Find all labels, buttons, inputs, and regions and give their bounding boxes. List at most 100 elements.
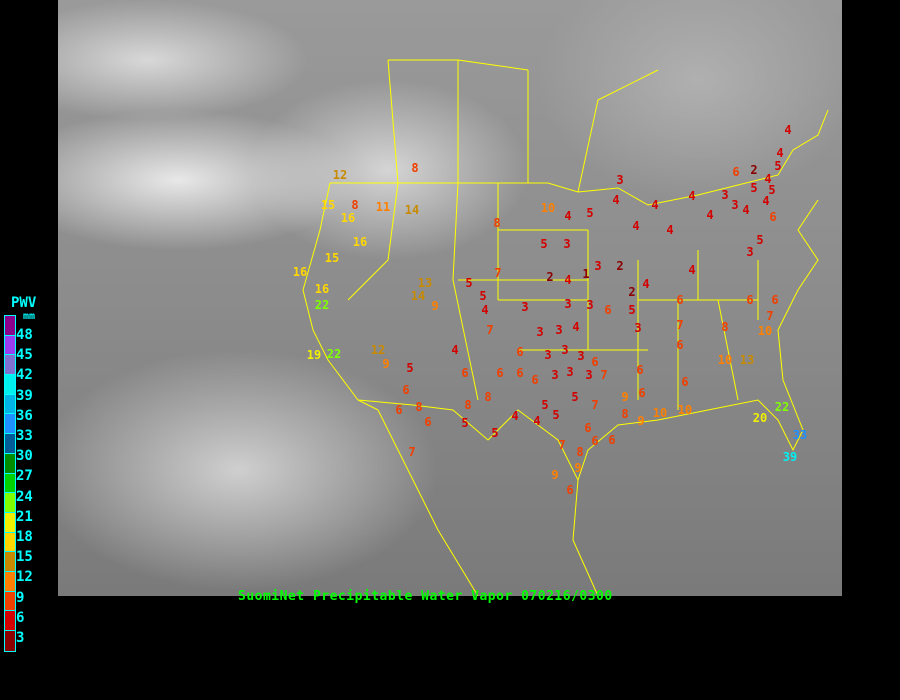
station-pwv-value: 7 — [591, 398, 599, 412]
station-pwv-value: 4 — [451, 343, 459, 357]
station-pwv-value: 4 — [481, 303, 489, 317]
station-pwv-value: 6 — [676, 293, 684, 307]
station-pwv-value: 4 — [642, 277, 650, 291]
station-pwv-value: 4 — [612, 193, 620, 207]
legend-label: 27 — [16, 468, 33, 485]
station-pwv-value: 7 — [558, 438, 566, 452]
station-pwv-value: 3 — [561, 343, 569, 357]
station-pwv-value: 6 — [496, 366, 504, 380]
station-pwv-value: 8 — [464, 398, 472, 412]
station-pwv-value: 7 — [766, 309, 774, 323]
station-pwv-value: 9 — [551, 468, 559, 482]
station-pwv-value: 5 — [541, 398, 549, 412]
legend-bin — [5, 631, 15, 651]
station-pwv-value: 3 — [616, 173, 624, 187]
legend-bin — [5, 394, 15, 415]
legend-bin — [5, 375, 15, 395]
station-pwv-value: 3 — [566, 365, 574, 379]
legend-label: 24 — [16, 488, 33, 505]
station-pwv-value: 1 — [582, 267, 590, 281]
station-pwv-value: 10 — [540, 201, 556, 215]
station-pwv-value: 3 — [585, 368, 593, 382]
station-pwv-value: 5 — [586, 206, 594, 220]
us-canada-border — [330, 109, 829, 206]
station-pwv-value: 10 — [757, 324, 773, 338]
legend-label: 6 — [16, 609, 25, 626]
station-pwv-value: 3 — [564, 297, 572, 311]
canada-provinces — [387, 59, 659, 193]
station-pwv-value: 5 — [479, 289, 487, 303]
station-pwv-value: 3 — [721, 188, 729, 202]
station-pwv-value: 5 — [491, 426, 499, 440]
station-pwv-value: 4 — [564, 209, 572, 223]
station-pwv-value: 2 — [546, 270, 554, 284]
station-pwv-value: 4 — [764, 172, 772, 186]
legend-bin — [5, 571, 15, 592]
station-pwv-value: 6 — [771, 293, 779, 307]
legend-label: 12 — [16, 569, 33, 586]
station-pwv-value: 4 — [632, 219, 640, 233]
legend-bin — [5, 414, 15, 435]
legend-bin — [5, 532, 15, 553]
station-pwv-value: 8 — [351, 198, 359, 212]
station-pwv-value: 4 — [666, 223, 674, 237]
station-pwv-value: 3 — [555, 323, 563, 337]
station-pwv-value: 16 — [314, 282, 330, 296]
station-pwv-value: 6 — [531, 373, 539, 387]
boundaries-overlay — [302, 59, 829, 596]
station-pwv-value: 14 — [404, 203, 420, 217]
station-pwv-value: 8 — [721, 320, 729, 334]
station-pwv-value: 15 — [324, 251, 340, 265]
station-pwv-value: 3 — [563, 237, 571, 251]
station-pwv-value: 7 — [494, 266, 502, 280]
station-pwv-value: 4 — [688, 263, 696, 277]
legend-label: 9 — [16, 589, 25, 606]
state-lines — [347, 182, 759, 410]
station-pwv-value: 5 — [540, 237, 548, 251]
station-pwv-value: 4 — [688, 189, 696, 203]
legend-label: 45 — [16, 347, 33, 364]
legend-bin — [5, 611, 15, 631]
station-pwv-value: 8 — [415, 400, 423, 414]
station-pwv-value: 8 — [576, 445, 584, 459]
station-pwv-value: 4 — [762, 194, 770, 208]
legend-label: 48 — [16, 327, 33, 343]
station-pwv-value: 5 — [461, 416, 469, 430]
station-pwv-value: 6 — [676, 338, 684, 352]
station-pwv-value: 12 — [370, 343, 386, 357]
color-legend — [4, 315, 16, 652]
mexico-coast — [377, 409, 599, 596]
legend-label: 18 — [16, 529, 33, 545]
station-pwv-value: 4 — [572, 320, 580, 334]
mexico-border — [357, 399, 579, 481]
station-pwv-value: 12 — [332, 168, 348, 182]
station-pwv-value: 8 — [411, 161, 419, 175]
station-pwv-value: 4 — [511, 409, 519, 423]
station-pwv-value: 5 — [750, 181, 758, 195]
legend-unit: mm — [23, 311, 36, 322]
station-pwv-value: 5 — [774, 159, 782, 173]
station-pwv-value: 2 — [628, 285, 636, 299]
legend-bin — [5, 434, 15, 454]
station-pwv-value: 5 — [465, 276, 473, 290]
station-pwv-value: 22 — [774, 400, 790, 414]
station-pwv-value: 3 — [536, 325, 544, 339]
station-pwv-value: 6 — [604, 303, 612, 317]
station-pwv-value: 5 — [571, 390, 579, 404]
station-pwv-value: 6 — [566, 483, 574, 497]
station-pwv-value: 6 — [746, 293, 754, 307]
station-pwv-value: 8 — [484, 390, 492, 404]
station-pwv-value: 3 — [577, 349, 585, 363]
legend-label: 3 — [16, 630, 25, 646]
legend-title: PWV — [11, 295, 37, 311]
station-pwv-value: 9 — [621, 390, 629, 404]
station-pwv-value: 3 — [521, 300, 529, 314]
station-pwv-value: 4 — [742, 203, 750, 217]
station-pwv-value: 4 — [776, 146, 784, 160]
station-pwv-value: 6 — [591, 355, 599, 369]
station-pwv-value: 6 — [608, 433, 616, 447]
station-pwv-value: 3 — [544, 348, 552, 362]
legend-bin — [5, 355, 15, 376]
station-pwv-value: 5 — [756, 233, 764, 247]
station-pwv-value: 3 — [634, 321, 642, 335]
